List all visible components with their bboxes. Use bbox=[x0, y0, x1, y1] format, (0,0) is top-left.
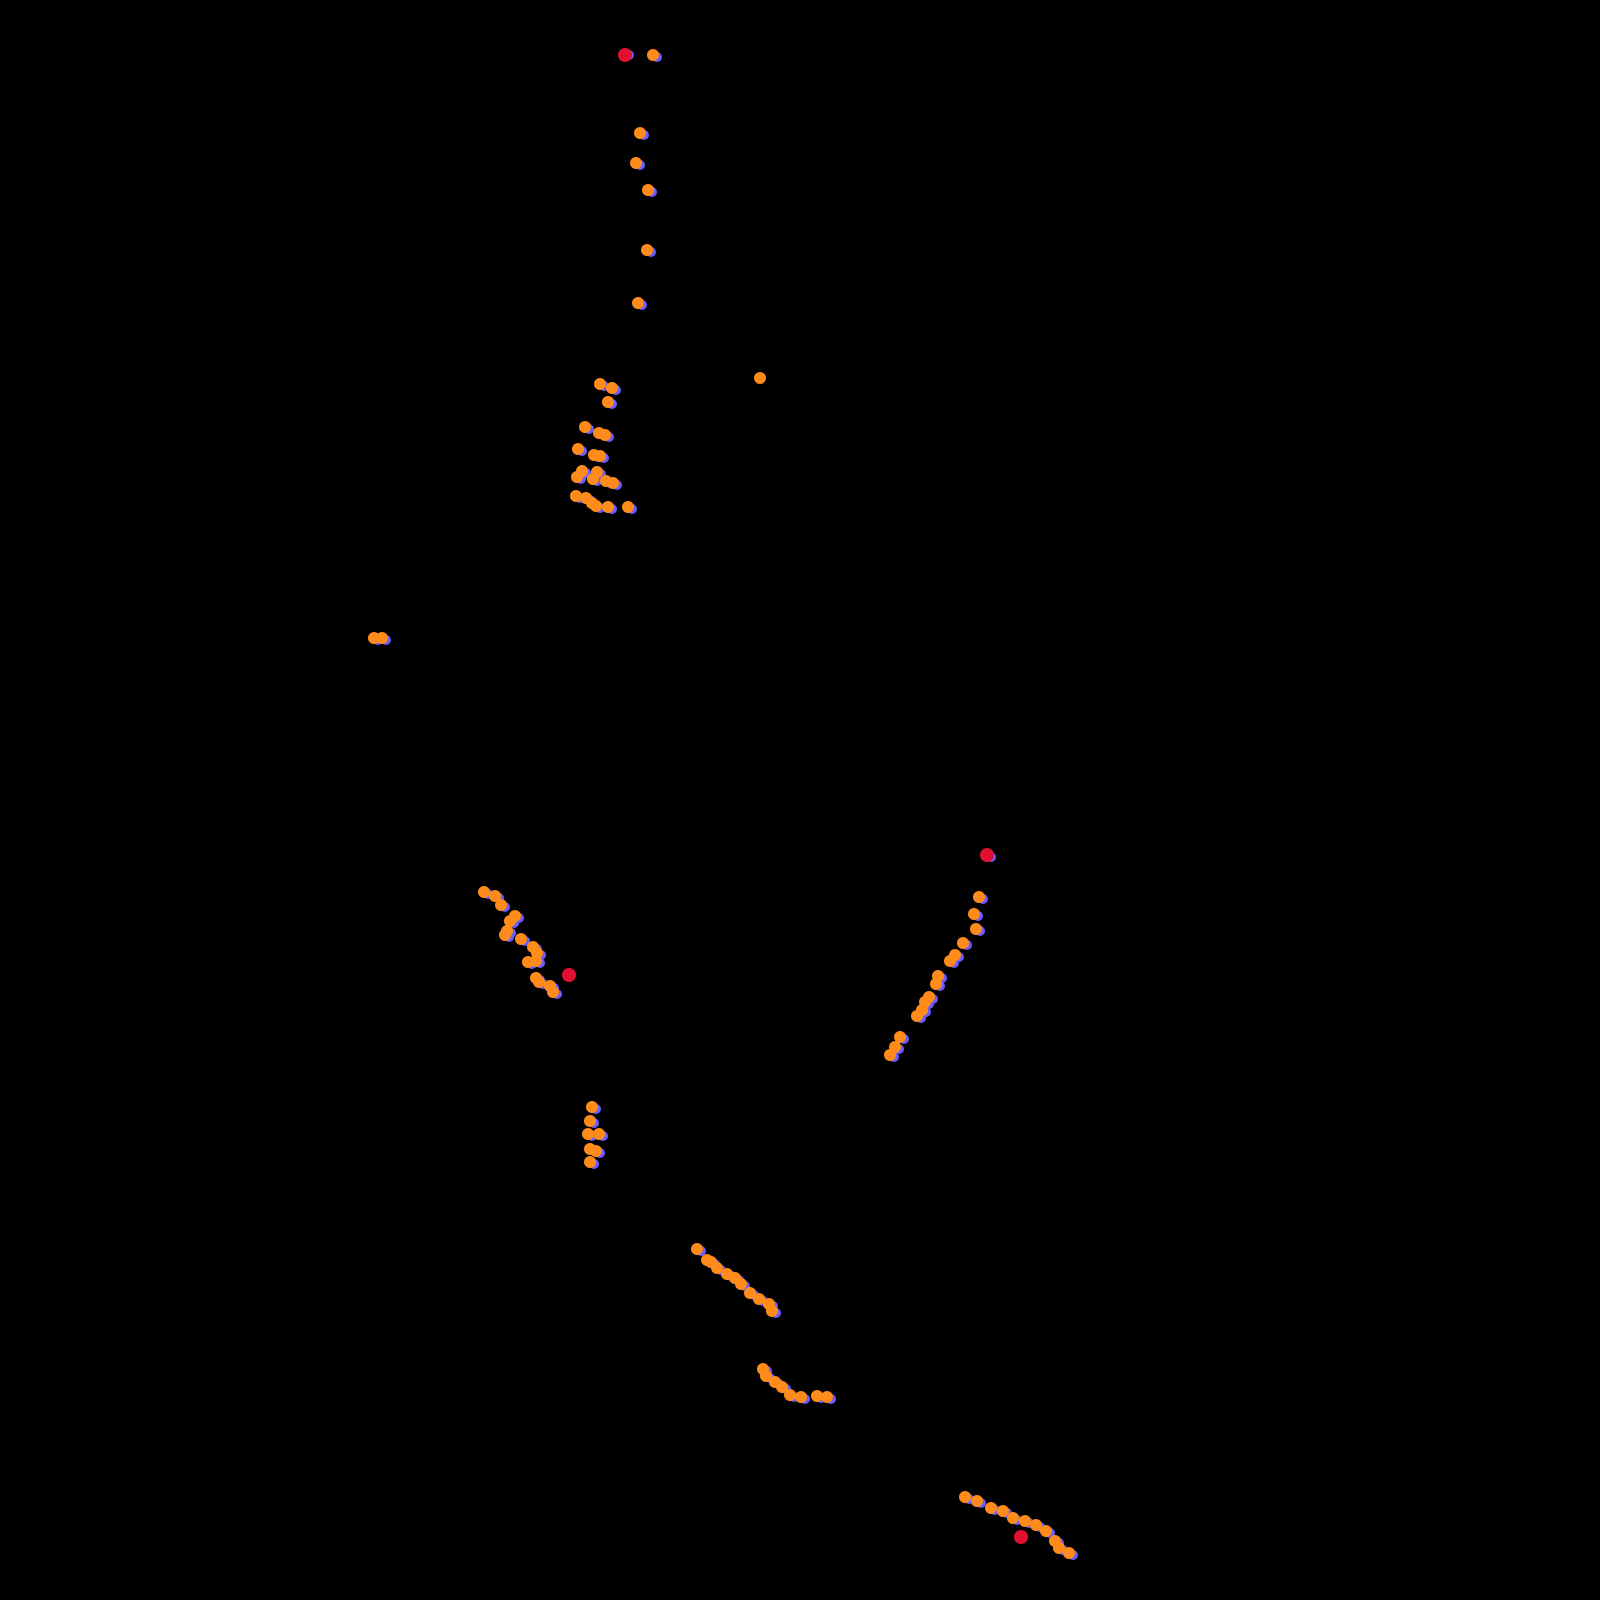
point-orange bbox=[571, 471, 583, 483]
point-orange bbox=[590, 500, 602, 512]
point-orange bbox=[884, 1049, 896, 1061]
point-orange bbox=[590, 1145, 602, 1157]
point-orange bbox=[795, 1391, 807, 1403]
point-orange bbox=[971, 1495, 983, 1507]
point-orange bbox=[754, 372, 766, 384]
point-orange bbox=[584, 1156, 596, 1168]
point-orange bbox=[593, 1128, 605, 1140]
point-orange bbox=[985, 1502, 997, 1514]
point-orange bbox=[632, 297, 644, 309]
point-orange bbox=[376, 632, 388, 644]
point-orange bbox=[821, 1391, 833, 1403]
point-orange bbox=[599, 429, 611, 441]
point-orange bbox=[970, 923, 982, 935]
point-orange bbox=[973, 891, 985, 903]
point-orange bbox=[647, 49, 659, 61]
point-orange bbox=[1040, 1525, 1052, 1537]
point-orange bbox=[957, 937, 969, 949]
point-orange bbox=[547, 986, 559, 998]
point-orange bbox=[911, 1010, 923, 1022]
point-orange bbox=[1063, 1547, 1075, 1559]
point-orange bbox=[602, 501, 614, 513]
point-orange bbox=[634, 127, 646, 139]
point-red bbox=[980, 848, 994, 862]
point-red bbox=[618, 48, 632, 62]
point-orange bbox=[594, 378, 606, 390]
point-orange bbox=[607, 477, 619, 489]
point-orange bbox=[584, 1115, 596, 1127]
point-orange bbox=[606, 382, 618, 394]
point-orange bbox=[959, 1491, 971, 1503]
point-orange bbox=[642, 184, 654, 196]
point-orange bbox=[1007, 1512, 1019, 1524]
point-orange bbox=[586, 1101, 598, 1113]
point-orange bbox=[930, 978, 942, 990]
point-orange bbox=[602, 396, 614, 408]
point-orange bbox=[499, 929, 511, 941]
point-orange bbox=[622, 501, 634, 513]
point-red bbox=[562, 968, 576, 982]
point-orange bbox=[944, 955, 956, 967]
point-orange bbox=[495, 899, 507, 911]
scatter-plot bbox=[0, 0, 1600, 1600]
point-orange bbox=[691, 1243, 703, 1255]
point-orange bbox=[641, 244, 653, 256]
point-orange bbox=[630, 157, 642, 169]
point-orange bbox=[594, 450, 606, 462]
point-orange bbox=[515, 933, 527, 945]
point-orange bbox=[766, 1305, 778, 1317]
point-orange bbox=[587, 473, 599, 485]
point-red bbox=[1014, 1530, 1028, 1544]
point-orange bbox=[579, 421, 591, 433]
point-orange bbox=[522, 956, 534, 968]
point-orange bbox=[572, 443, 584, 455]
point-orange bbox=[968, 908, 980, 920]
